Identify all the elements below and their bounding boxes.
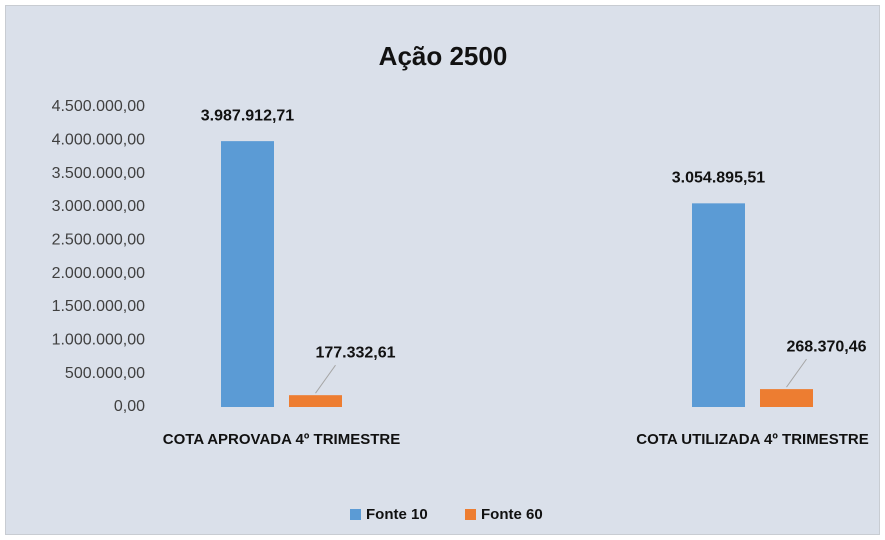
legend-swatch [350,509,361,520]
bar [760,389,813,407]
bar [692,203,745,407]
legend-swatch [465,509,476,520]
y-tick-label: 0,00 [114,398,145,415]
leader-line [315,364,336,394]
y-tick-label: 4.000.000,00 [52,132,146,149]
y-tick-label: 2.500.000,00 [52,232,146,249]
legend-label: Fonte 60 [481,506,543,523]
bar [289,395,342,407]
chart-title: Ação 2500 [379,41,508,71]
legend-label: Fonte 10 [366,506,428,523]
data-label: 3.054.895,51 [672,170,766,187]
y-tick-label: 4.500.000,00 [52,98,146,115]
data-label: 268.370,46 [786,338,866,355]
y-tick-label: 1.000.000,00 [52,332,146,349]
x-tick-label: COTA UTILIZADA 4º TRIMESTRE [636,431,869,448]
y-tick-label: 3.500.000,00 [52,165,146,182]
y-tick-label: 1.500.000,00 [52,298,146,315]
y-tick-label: 3.000.000,00 [52,198,146,215]
bar [221,141,274,407]
y-tick-label: 2.000.000,00 [52,265,146,282]
x-tick-label: COTA APROVADA 4º TRIMESTRE [162,431,401,448]
data-label: 177.332,61 [315,344,395,361]
y-tick-label: 500.000,00 [65,365,145,382]
data-label: 3.987.912,71 [201,107,295,124]
leader-line [786,358,807,388]
